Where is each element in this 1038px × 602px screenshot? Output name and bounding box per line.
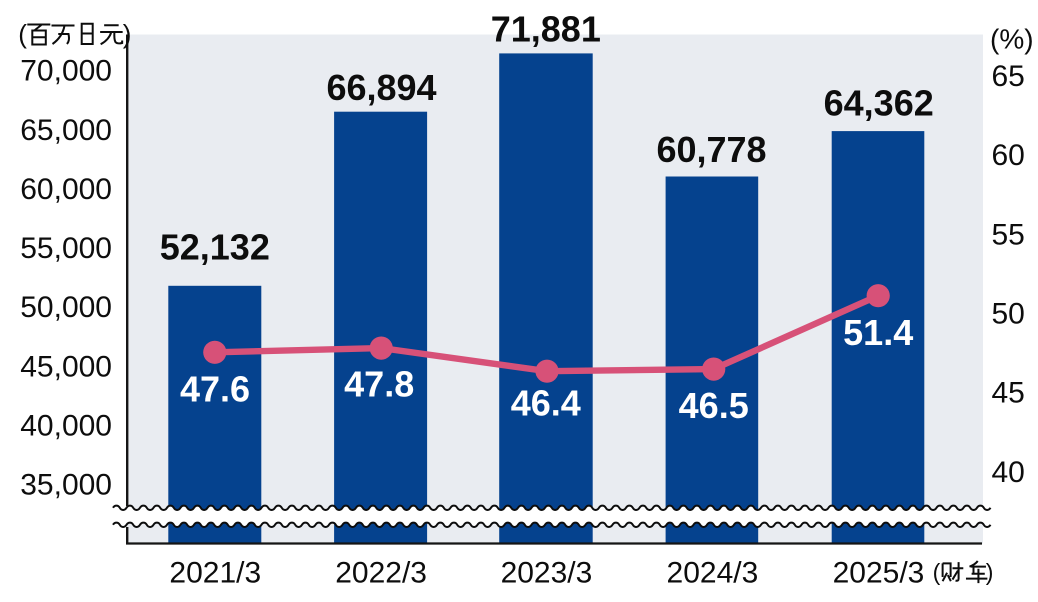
svg-text:50: 50 [992, 298, 1025, 331]
svg-text:66,894: 66,894 [326, 67, 436, 108]
svg-text:46.5: 46.5 [679, 385, 749, 426]
svg-text:46.4: 46.4 [511, 383, 581, 424]
svg-text:2022/3: 2022/3 [335, 557, 427, 590]
svg-text:64,362: 64,362 [824, 82, 934, 123]
svg-text:2024/3: 2024/3 [667, 557, 759, 590]
svg-text:60,000: 60,000 [20, 173, 112, 206]
svg-text:): ) [123, 19, 132, 49]
svg-text:(%): (%) [990, 23, 1034, 54]
svg-text:2021/3: 2021/3 [169, 557, 261, 590]
svg-text:(: ( [933, 559, 941, 585]
svg-text:35,000: 35,000 [20, 468, 112, 501]
svg-text:65: 65 [992, 60, 1025, 93]
svg-text:55,000: 55,000 [20, 232, 112, 265]
svg-text:): ) [986, 559, 994, 585]
svg-text:2025/3: 2025/3 [833, 557, 925, 590]
svg-text:(: ( [18, 19, 27, 49]
svg-text:51.4: 51.4 [843, 312, 913, 353]
svg-text:40,000: 40,000 [20, 409, 112, 442]
svg-text:60: 60 [992, 139, 1025, 172]
svg-text:47.6: 47.6 [180, 369, 250, 410]
svg-text:2023/3: 2023/3 [501, 557, 593, 590]
svg-text:55: 55 [992, 218, 1025, 251]
svg-text:45: 45 [992, 377, 1025, 410]
svg-text:60,778: 60,778 [656, 129, 766, 170]
svg-text:52,132: 52,132 [160, 226, 270, 267]
svg-text:40: 40 [992, 456, 1025, 489]
svg-text:71,881: 71,881 [491, 8, 601, 49]
svg-text:65,000: 65,000 [20, 114, 112, 147]
svg-text:45,000: 45,000 [20, 350, 112, 383]
svg-text:47.8: 47.8 [344, 363, 414, 404]
svg-text:50,000: 50,000 [20, 291, 112, 324]
svg-text:70,000: 70,000 [20, 55, 112, 88]
